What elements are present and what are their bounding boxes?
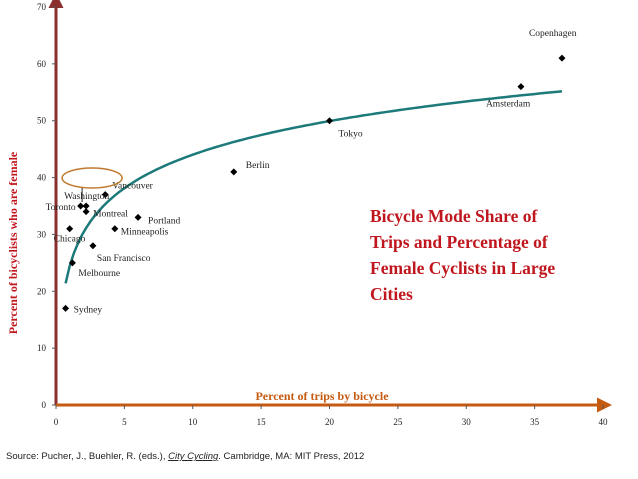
point-chicago <box>66 225 74 233</box>
x-tick-label: 25 <box>393 417 403 427</box>
point-copenhagen <box>558 54 566 62</box>
x-tick-label: 35 <box>530 417 540 427</box>
source-suffix: . Cambridge, MA: MIT Press, 2012 <box>218 451 365 462</box>
y-tick-label: 50 <box>37 116 47 126</box>
label-portland: Portland <box>148 216 180 226</box>
chart-title-line-3: Female Cyclists in Large <box>370 258 556 278</box>
label-vancouver: Vancouver <box>112 182 153 192</box>
y-tick-label: 0 <box>42 400 47 410</box>
label-san-francisco: San Francisco <box>97 254 151 264</box>
label-chicago: Chicago <box>54 235 86 245</box>
x-tick-label: 0 <box>54 417 59 427</box>
label-berlin: Berlin <box>246 161 270 171</box>
point-minneapolis <box>111 225 119 233</box>
y-tick-label: 70 <box>37 2 47 12</box>
y-axis-title: Percent of bicyclists who are female <box>6 151 20 334</box>
label-minneapolis: Minneapolis <box>121 228 169 238</box>
y-tick-label: 60 <box>37 59 47 69</box>
label-tokyo: Tokyo <box>339 130 363 140</box>
label-amsterdam: Amsterdam <box>486 100 531 110</box>
x-tick-label: 15 <box>257 417 267 427</box>
label-copenhagen: Copenhagen <box>529 29 577 39</box>
trendline-group <box>64 90 563 284</box>
point-melbourne <box>68 259 76 267</box>
point-washington <box>82 202 90 210</box>
label-melbourne: Melbourne <box>78 269 120 279</box>
point-sydney <box>62 304 70 312</box>
y-tick-label: 40 <box>37 173 47 183</box>
data-points <box>62 54 566 312</box>
point-montreal <box>82 208 90 216</box>
x-tick-label: 20 <box>325 417 335 427</box>
point-san-francisco <box>89 242 97 250</box>
y-tick-label: 10 <box>37 343 47 353</box>
x-tick-label: 40 <box>599 417 609 427</box>
label-toronto: Toronto <box>46 203 76 213</box>
x-tick-label: 5 <box>122 417 127 427</box>
axes: 0 10 20 30 40 50 60 70 0 5 10 15 20 25 30 35 40 <box>37 0 612 427</box>
point-labels: Copenhagen Amsterdam Tokyo Berlin VancouverW… <box>46 29 577 315</box>
label-washington: Washington <box>64 192 109 202</box>
x-tick-label: 30 <box>462 417 472 427</box>
point-tokyo <box>326 117 333 125</box>
label-montreal: Montreal <box>93 210 128 220</box>
source-prefix: Source: Pucher, J., Buehler, R. (eds.), <box>6 451 169 462</box>
point-berlin <box>230 168 238 176</box>
chart-title: Bicycle Mode Share of Trips and Percenta… <box>370 203 620 307</box>
x-axis-title: Percent of trips by bicycle <box>255 389 389 403</box>
chart-title-line-2: Trips and Percentage of <box>370 232 548 252</box>
highlight-ellipse <box>61 167 123 189</box>
y-tick-label: 30 <box>37 229 47 239</box>
chart-title-line-1: Bicycle Mode Share of <box>370 206 538 226</box>
point-vancouver <box>101 191 109 199</box>
point-toronto <box>77 202 85 210</box>
point-amsterdam <box>517 83 525 91</box>
y-tick-label: 20 <box>37 286 47 296</box>
source-book-title: City Cycling <box>168 451 219 462</box>
point-portland <box>134 213 142 221</box>
label-sydney: Sydney <box>74 305 103 315</box>
trendline <box>64 90 563 284</box>
x-tick-label: 10 <box>188 417 198 427</box>
chart-title-line-4: Cities <box>370 284 413 304</box>
source-citation: Source: Pucher, J., Buehler, R. (eds.), … <box>6 451 364 462</box>
